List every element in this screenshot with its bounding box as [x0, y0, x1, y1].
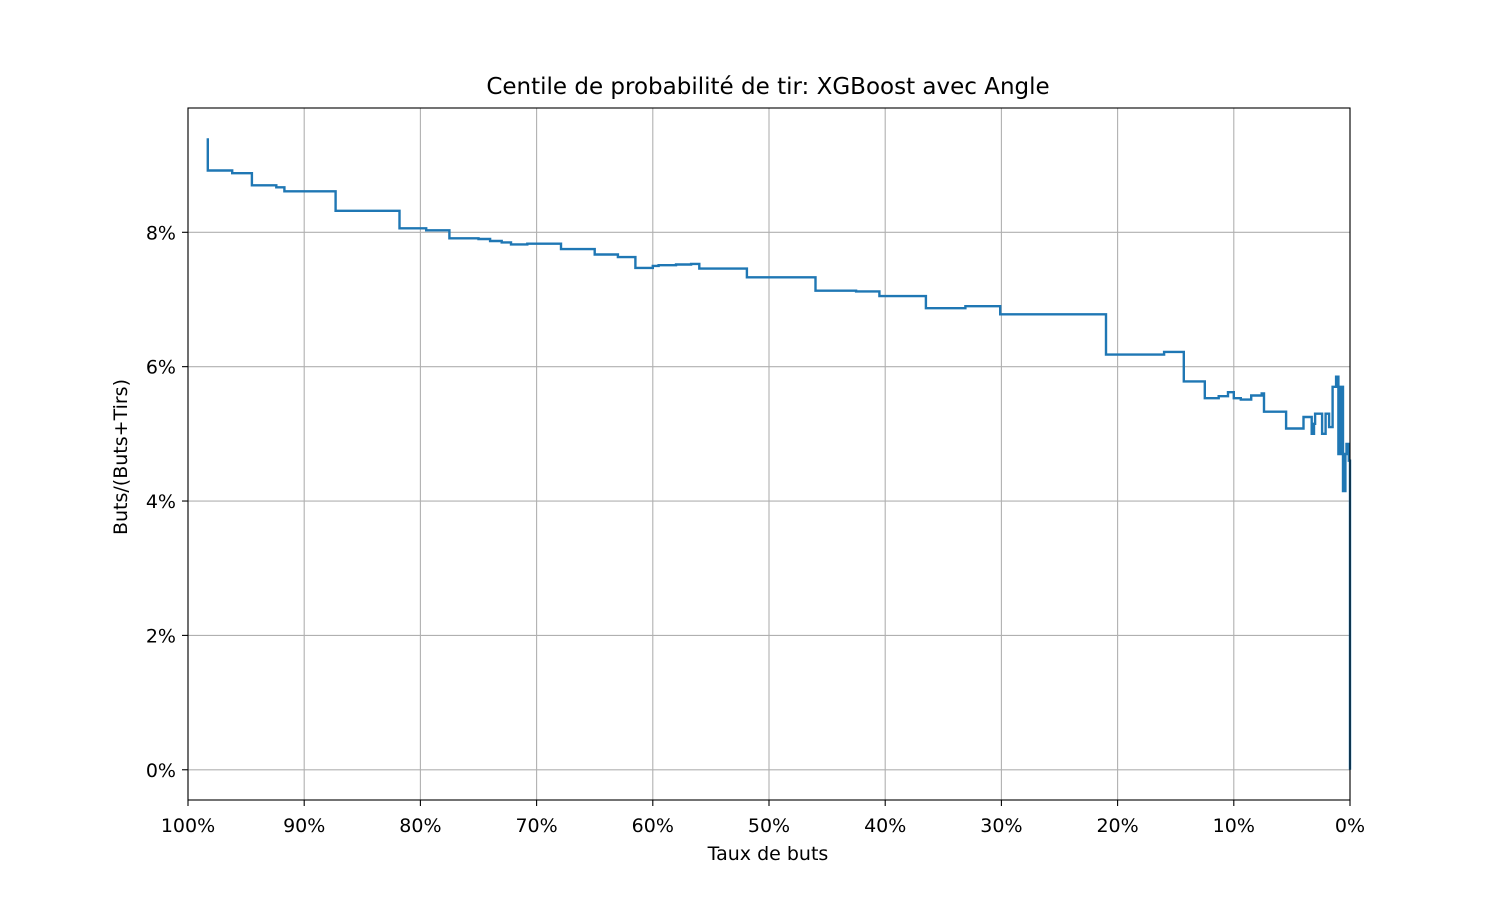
- x-tick-label: 0%: [1335, 815, 1365, 837]
- x-tick-label: 40%: [864, 815, 906, 837]
- x-tick-label: 10%: [1213, 815, 1255, 837]
- series-line: [206, 138, 1352, 770]
- x-tick-label: 70%: [515, 815, 557, 837]
- y-tick-label: 6%: [146, 357, 176, 379]
- x-tick-label: 100%: [161, 815, 215, 837]
- series-layer: [206, 138, 1352, 770]
- x-tick-label: 80%: [399, 815, 441, 837]
- x-axis-ticks: 100% 90% 80% 70% 60% 50% 40% 30% 20% 10% 0%: [161, 800, 1365, 837]
- y-axis-ticks: 0% 2% 4% 6% 8%: [146, 222, 188, 782]
- x-tick-label: 20%: [1096, 815, 1138, 837]
- y-tick-label: 0%: [146, 760, 176, 782]
- y-tick-label: 4%: [146, 491, 176, 513]
- y-tick-label: 2%: [146, 625, 176, 647]
- x-tick-label: 50%: [748, 815, 790, 837]
- chart-title: Centile de probabilité de tir: XGBoost a…: [486, 74, 1049, 100]
- x-tick-label: 30%: [980, 815, 1022, 837]
- x-tick-label: 90%: [283, 815, 325, 837]
- x-axis-label: Taux de buts: [707, 843, 829, 865]
- y-tick-label: 8%: [146, 222, 176, 244]
- x-tick-label: 60%: [632, 815, 674, 837]
- y-axis-label: Buts/(Buts+Tirs): [110, 379, 132, 535]
